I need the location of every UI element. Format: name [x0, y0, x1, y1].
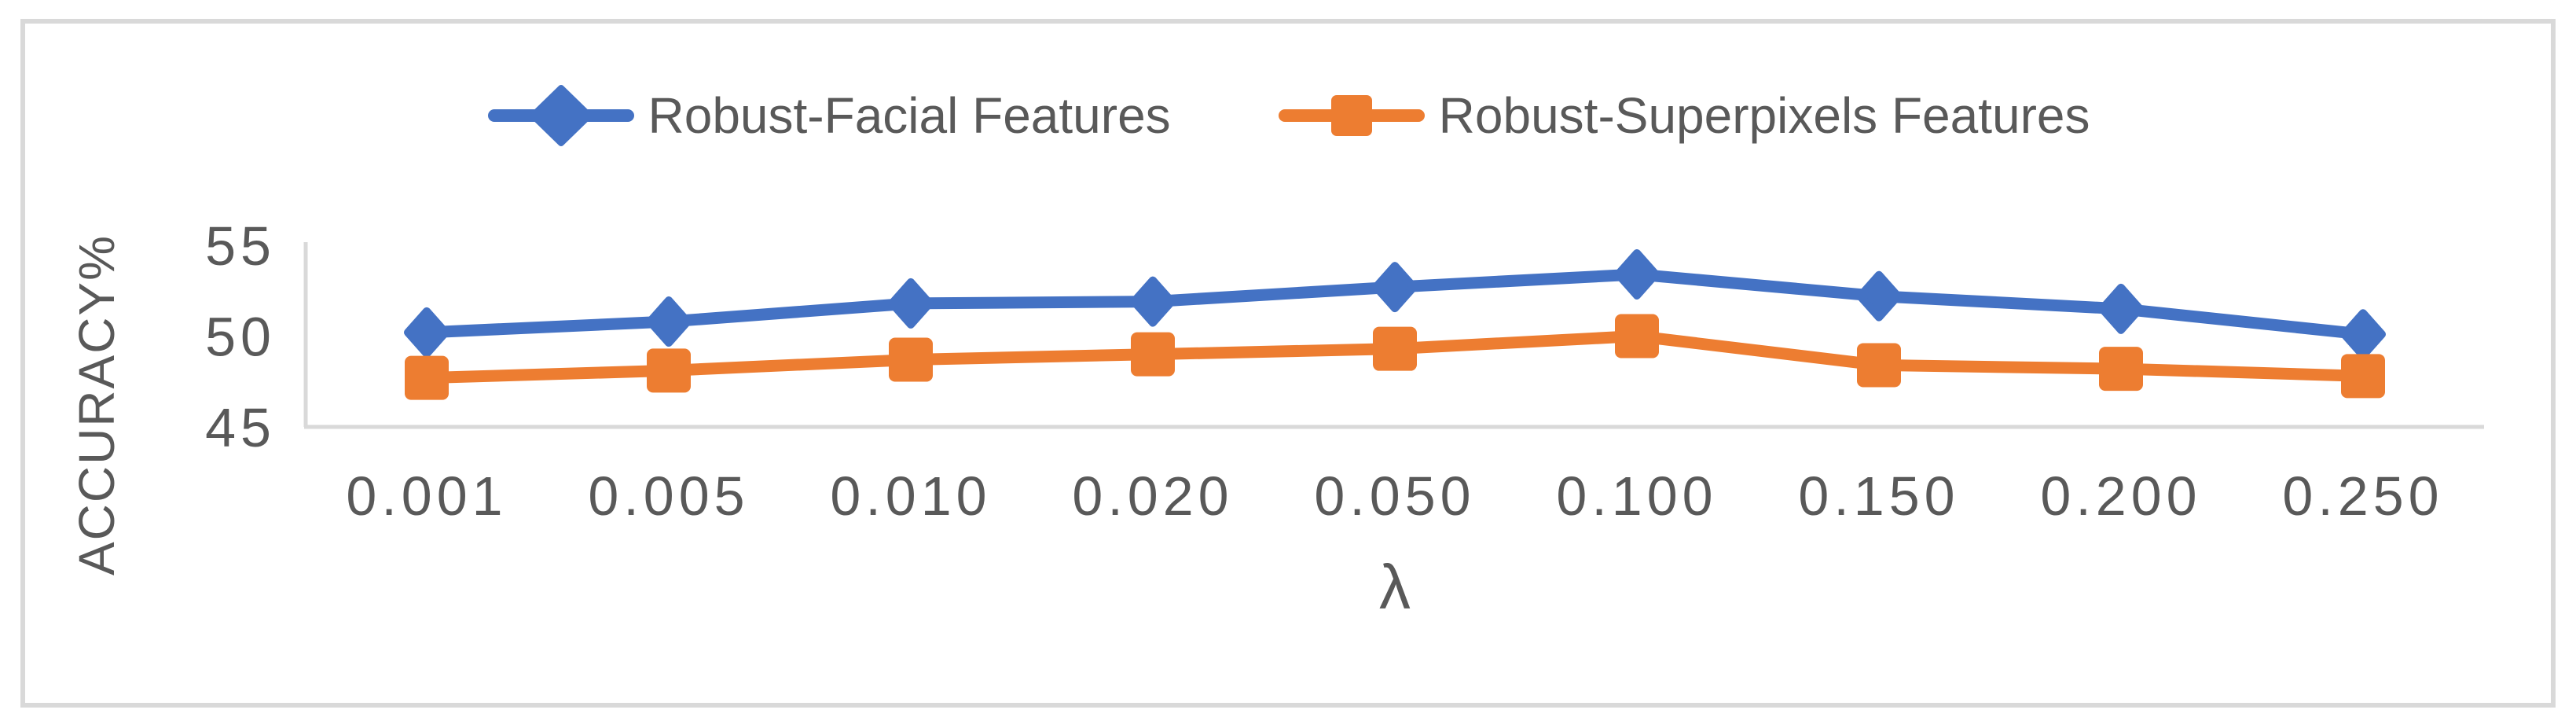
- x-tick-label: 0.001: [346, 465, 507, 527]
- data-point-marker: [1614, 248, 1660, 300]
- legend-marker-diamond-icon: [487, 85, 634, 146]
- data-point-marker: [1372, 262, 1418, 313]
- legend-marker-square-icon: [1278, 95, 1425, 136]
- y-tick-label: 45: [205, 397, 276, 458]
- data-point-marker: [889, 337, 933, 382]
- data-point-marker: [1373, 326, 1417, 371]
- data-point-marker: [1857, 343, 1901, 388]
- x-tick-label: 0.050: [1314, 465, 1475, 527]
- data-point-marker: [2341, 354, 2385, 399]
- legend-item-robust-facial: Robust-Facial Features: [486, 80, 1171, 151]
- data-point-marker: [2098, 283, 2144, 334]
- x-tick-label: 0.200: [2040, 465, 2201, 527]
- y-tick-label: 50: [205, 307, 276, 368]
- legend-label: Robust-Superpixels Features: [1438, 87, 2090, 144]
- data-point-marker: [404, 307, 450, 358]
- data-point-marker: [646, 296, 692, 347]
- x-tick-label: 0.010: [830, 465, 991, 527]
- data-point-marker: [1130, 276, 1176, 327]
- y-tick-label: 55: [205, 215, 276, 277]
- x-tick-label: 0.250: [2282, 465, 2443, 527]
- legend-label: Robust-Facial Features: [648, 87, 1171, 144]
- data-point-marker: [1615, 314, 1659, 358]
- chart-border: [20, 19, 2556, 708]
- x-tick-label: 0.100: [1556, 465, 1717, 527]
- data-point-marker: [1856, 270, 1902, 322]
- data-point-marker: [1131, 332, 1175, 377]
- x-tick-label: 0.005: [588, 465, 749, 527]
- legend: Robust-Facial Features Robust-Superpixel…: [0, 80, 2576, 151]
- x-tick-label: 0.020: [1072, 465, 1233, 527]
- data-point-marker: [2099, 347, 2143, 392]
- legend-item-robust-superpixels: Robust-Superpixels Features: [1277, 80, 2090, 151]
- x-axis-title: λ: [1379, 552, 1411, 622]
- data-point-marker: [2340, 309, 2386, 360]
- data-point-marker: [888, 278, 934, 329]
- data-point-marker: [405, 355, 449, 400]
- x-tick-label: 0.150: [1798, 465, 1959, 527]
- data-point-marker: [647, 348, 691, 393]
